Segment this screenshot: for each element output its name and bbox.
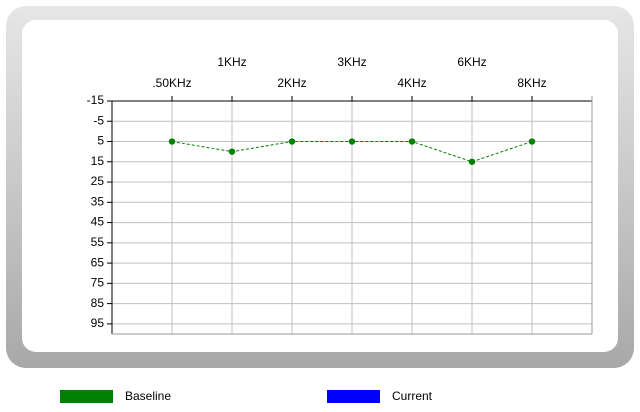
point	[288, 138, 296, 145]
point	[168, 138, 176, 145]
y-tick-label: 15	[91, 154, 105, 168]
point	[528, 138, 536, 145]
y-tick-label: 95	[91, 316, 105, 330]
legend-swatch	[327, 390, 380, 403]
point	[228, 148, 236, 155]
plot-panel	[22, 20, 618, 352]
y-tick-label: -15	[87, 93, 105, 107]
y-tick-label: 75	[91, 276, 105, 290]
x-tick-label: .50KHz	[152, 76, 191, 90]
point	[408, 138, 416, 145]
y-tick-label: 55	[91, 235, 105, 249]
point	[348, 138, 356, 145]
x-tick-label: 2KHz	[277, 76, 306, 90]
legend-label: Baseline	[125, 389, 171, 403]
y-tick-label: 45	[91, 215, 105, 229]
x-tick-label: 1KHz	[217, 55, 246, 69]
y-tick-label: 65	[91, 255, 105, 269]
y-tick-label: -5	[93, 113, 104, 127]
point	[468, 158, 476, 165]
y-tick-label: 35	[91, 194, 105, 208]
y-tick-label: 25	[91, 174, 105, 188]
y-tick-label: 85	[91, 296, 105, 310]
x-tick-label: 6KHz	[457, 55, 486, 69]
y-tick-label: 5	[97, 134, 104, 148]
x-tick-label: 8KHz	[517, 76, 546, 90]
x-tick-label: 4KHz	[397, 76, 426, 90]
legend-label: Current	[392, 389, 433, 403]
x-tick-label: 3KHz	[337, 55, 366, 69]
legend-swatch	[60, 390, 113, 403]
